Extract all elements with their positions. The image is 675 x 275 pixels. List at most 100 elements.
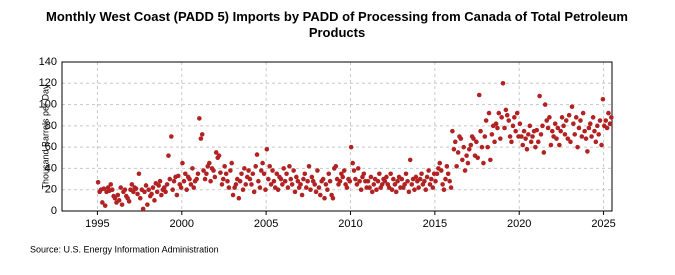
point xyxy=(606,110,611,116)
point xyxy=(413,174,419,180)
point xyxy=(188,182,194,187)
point xyxy=(471,136,476,141)
point xyxy=(320,176,326,182)
point xyxy=(115,192,121,198)
x-tick-label: 2025 xyxy=(591,218,615,230)
point xyxy=(496,110,502,116)
point xyxy=(391,176,396,182)
point xyxy=(510,123,516,129)
point xyxy=(133,186,139,191)
point xyxy=(589,134,594,139)
point xyxy=(498,136,503,141)
point xyxy=(450,128,455,134)
point xyxy=(445,171,451,177)
chart-title: Monthly West Coast (PADD 5) Imports by P… xyxy=(46,9,628,40)
point xyxy=(582,128,587,134)
x-tick-label: 2020 xyxy=(507,218,531,230)
point xyxy=(270,168,275,173)
point xyxy=(112,195,118,201)
point xyxy=(187,176,192,182)
point xyxy=(451,146,457,152)
point xyxy=(369,189,375,195)
point xyxy=(521,128,527,134)
point xyxy=(119,202,125,207)
point xyxy=(434,171,440,177)
y-tick-label: 0 xyxy=(51,205,57,217)
point xyxy=(344,185,350,190)
point xyxy=(194,176,199,182)
point xyxy=(301,176,306,182)
point xyxy=(140,206,146,212)
y-tick-label: 60 xyxy=(45,141,57,153)
point xyxy=(374,187,379,193)
point xyxy=(592,128,597,134)
point xyxy=(530,134,535,139)
point xyxy=(422,178,427,184)
point xyxy=(325,187,330,193)
point xyxy=(495,125,500,131)
point xyxy=(118,185,124,190)
point xyxy=(197,116,202,121)
point xyxy=(292,189,298,195)
point xyxy=(208,178,213,184)
point xyxy=(178,185,184,190)
point xyxy=(309,174,315,180)
point xyxy=(333,164,339,169)
point xyxy=(102,203,108,208)
point xyxy=(482,134,488,139)
point xyxy=(609,115,614,120)
point xyxy=(199,132,205,137)
point xyxy=(492,139,497,145)
point xyxy=(489,132,495,137)
point xyxy=(409,182,415,187)
point xyxy=(180,160,185,166)
point xyxy=(220,176,226,182)
point xyxy=(109,187,115,193)
point xyxy=(317,192,323,198)
point xyxy=(143,183,149,188)
point xyxy=(316,185,322,190)
point xyxy=(263,187,268,193)
point xyxy=(282,178,288,184)
point xyxy=(95,179,101,185)
point xyxy=(523,136,528,141)
point xyxy=(171,178,177,184)
point xyxy=(206,160,212,166)
point xyxy=(243,182,249,187)
point xyxy=(500,80,506,86)
point xyxy=(257,185,263,190)
point xyxy=(568,139,573,145)
point xyxy=(337,178,343,184)
point xyxy=(540,123,545,129)
point xyxy=(393,189,399,195)
point xyxy=(247,176,253,182)
point xyxy=(233,182,239,187)
point xyxy=(260,160,265,166)
point xyxy=(268,182,274,187)
point xyxy=(253,164,258,169)
point xyxy=(275,187,281,193)
point xyxy=(299,192,305,198)
point xyxy=(548,142,554,148)
point xyxy=(544,118,550,123)
point xyxy=(184,187,189,193)
point xyxy=(458,136,464,141)
x-tick-label: 2005 xyxy=(254,218,278,230)
point xyxy=(466,146,472,152)
point xyxy=(361,171,367,177)
point xyxy=(295,178,301,184)
point xyxy=(533,144,538,150)
point xyxy=(249,182,254,187)
point xyxy=(371,182,377,187)
point xyxy=(542,102,548,107)
point xyxy=(330,195,336,201)
point xyxy=(358,187,364,193)
point xyxy=(448,185,454,190)
point xyxy=(216,153,222,158)
point xyxy=(468,142,474,148)
point xyxy=(287,164,292,169)
point xyxy=(175,173,181,179)
point xyxy=(462,168,468,173)
